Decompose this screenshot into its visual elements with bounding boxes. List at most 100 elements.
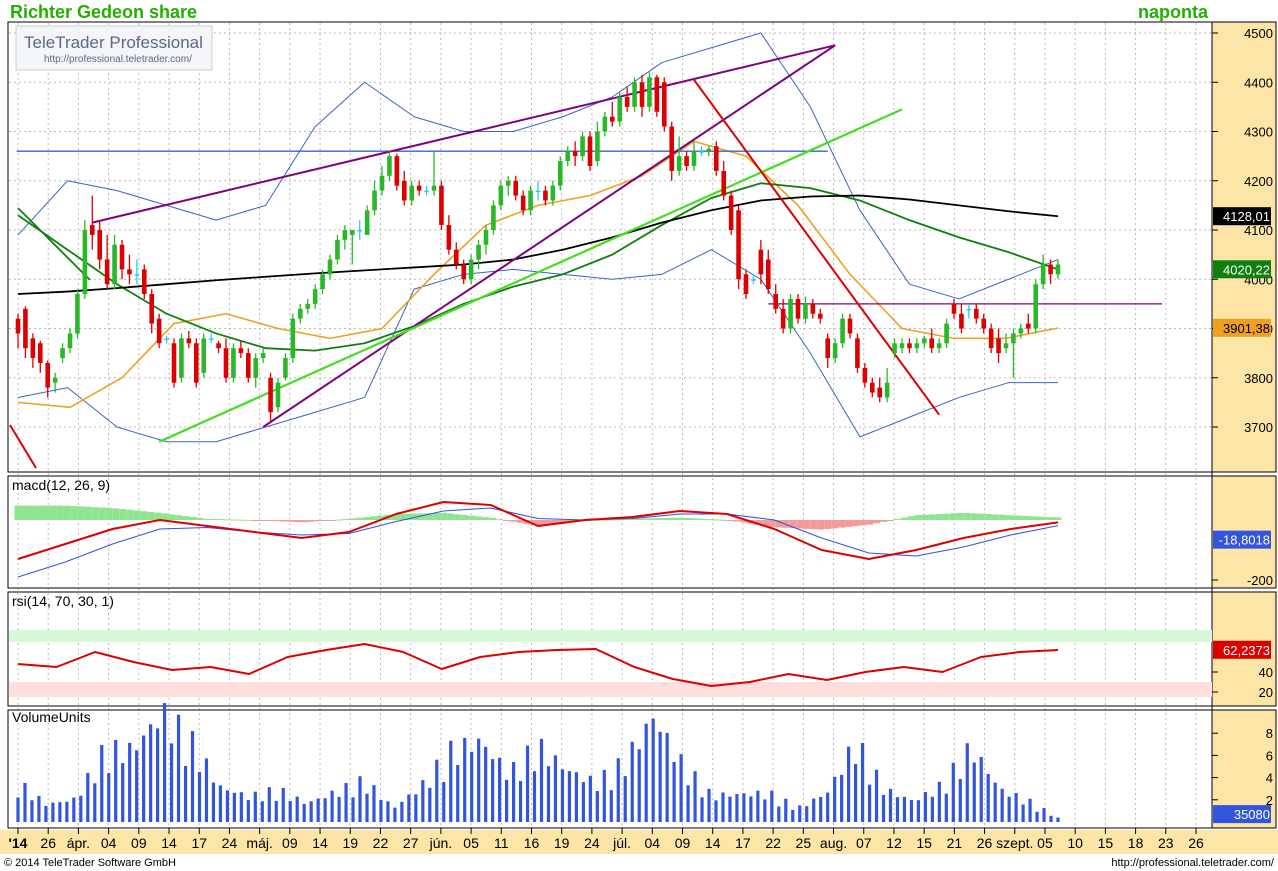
macd-histogram-bar <box>935 514 943 520</box>
candle <box>528 185 533 216</box>
candle <box>491 200 496 235</box>
candle <box>134 259 140 285</box>
macd-histogram-bar <box>775 520 783 528</box>
macd-histogram-bar <box>349 518 357 520</box>
candle <box>424 185 429 196</box>
candle-body <box>349 230 355 235</box>
candle <box>1055 259 1061 280</box>
candle-body <box>149 294 155 324</box>
candle <box>186 330 192 349</box>
candle-body <box>884 382 890 398</box>
macd-histogram-bar <box>991 514 999 520</box>
candle <box>669 121 675 181</box>
candle-body <box>461 264 467 280</box>
candle-body <box>728 195 734 230</box>
macd-histogram-bar <box>873 520 881 524</box>
date-label: 19 <box>554 835 570 851</box>
green-sma-left-segment <box>17 207 91 281</box>
volume-bar <box>128 742 132 822</box>
chart-title: Richter Gedeon share <box>10 2 197 22</box>
candle-body <box>357 230 363 232</box>
candle-body <box>186 338 192 344</box>
volume-bar <box>840 774 844 822</box>
volume-bar <box>532 771 537 822</box>
macd-histogram-bar <box>1040 516 1048 520</box>
volume-bar <box>560 769 565 822</box>
volume-bar <box>665 732 669 822</box>
volume-bar <box>721 792 725 822</box>
volume-bar <box>623 776 627 822</box>
candle-body <box>996 338 1001 354</box>
candle <box>394 153 400 191</box>
macd-histogram-bar <box>551 520 559 524</box>
candle-body <box>141 269 147 295</box>
volume-bar <box>100 745 104 822</box>
volume-bar <box>888 788 893 822</box>
candle <box>624 87 630 112</box>
candle-body <box>743 274 749 295</box>
macd-histogram-bar <box>789 520 797 529</box>
candles <box>15 72 1061 423</box>
volume-label: VolumeUnits <box>12 709 91 725</box>
candle <box>1040 254 1046 290</box>
volume-bar <box>979 757 983 822</box>
date-label: 18 <box>1128 835 1144 851</box>
volume-bar <box>742 793 746 822</box>
candle <box>253 353 259 388</box>
candle-body <box>832 343 838 359</box>
date-label: aug. <box>820 835 847 851</box>
price-tick-label: 4300 <box>1244 125 1273 140</box>
volume-bar <box>176 714 181 822</box>
candle-body <box>424 190 429 193</box>
candle <box>104 234 110 290</box>
candle-body <box>320 274 325 290</box>
candle <box>357 220 363 240</box>
candle-body <box>988 328 994 349</box>
candle <box>223 338 229 383</box>
candle-body <box>520 195 526 211</box>
candle-body <box>119 244 125 270</box>
macd-histogram-bar <box>182 516 190 520</box>
volume-bar <box>595 791 599 822</box>
volume-bar <box>274 800 278 822</box>
macd-histogram-bar <box>817 520 825 530</box>
macd-histogram-bar <box>949 513 957 520</box>
candle-body <box>855 338 860 368</box>
macd-histogram-bar <box>482 517 490 520</box>
date-label: 11 <box>494 835 509 851</box>
price-tick-label: 3700 <box>1244 420 1273 435</box>
candle-body <box>30 338 36 359</box>
macd-histogram-bar <box>984 514 992 520</box>
macd-histogram-bar <box>537 520 545 526</box>
volume-bar <box>539 738 544 822</box>
price-tick-label: 4500 <box>1244 26 1273 41</box>
macd-histogram-bar <box>147 511 155 520</box>
candle-body <box>595 131 600 162</box>
candle <box>453 242 459 270</box>
candle-body <box>283 358 288 378</box>
candle <box>476 239 481 270</box>
candle <box>193 338 199 388</box>
macd-histogram-bar <box>21 505 29 520</box>
candle <box>1033 279 1039 334</box>
volume-bar <box>477 738 481 822</box>
candle-body <box>335 239 340 260</box>
candle <box>565 146 571 166</box>
candle <box>141 264 147 299</box>
candle-body <box>505 180 511 186</box>
candle-body <box>765 259 771 290</box>
candle-body <box>104 259 110 285</box>
macd-histogram-bar <box>475 516 483 520</box>
macd-badge-bg <box>1213 530 1271 549</box>
logo-url: http://professional.teletrader.com/ <box>44 54 192 65</box>
volume-bar <box>574 772 578 822</box>
volume-bar <box>232 792 236 822</box>
date-label: 26 <box>977 835 993 851</box>
candle <box>208 333 214 344</box>
candle <box>736 205 741 290</box>
date-label: 26 <box>40 835 56 851</box>
price-tick-label: 4200 <box>1244 174 1273 189</box>
candle <box>327 254 333 280</box>
candle-body <box>305 303 311 309</box>
volume-bar <box>107 773 111 822</box>
